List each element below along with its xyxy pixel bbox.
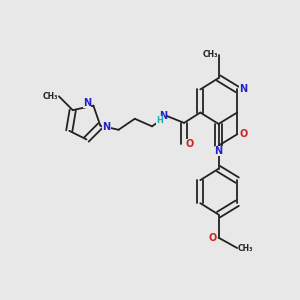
Text: CH₃: CH₃ — [202, 50, 218, 59]
Text: O: O — [185, 139, 194, 148]
Text: CH₃: CH₃ — [238, 244, 254, 253]
Text: CH₃: CH₃ — [43, 92, 58, 101]
Text: N: N — [83, 98, 91, 108]
Text: O: O — [239, 129, 247, 139]
Text: N: N — [103, 122, 111, 132]
Text: N: N — [239, 84, 247, 94]
Text: H: H — [156, 116, 163, 124]
Text: N: N — [214, 146, 223, 156]
Text: N: N — [159, 111, 167, 121]
Text: O: O — [208, 233, 217, 243]
